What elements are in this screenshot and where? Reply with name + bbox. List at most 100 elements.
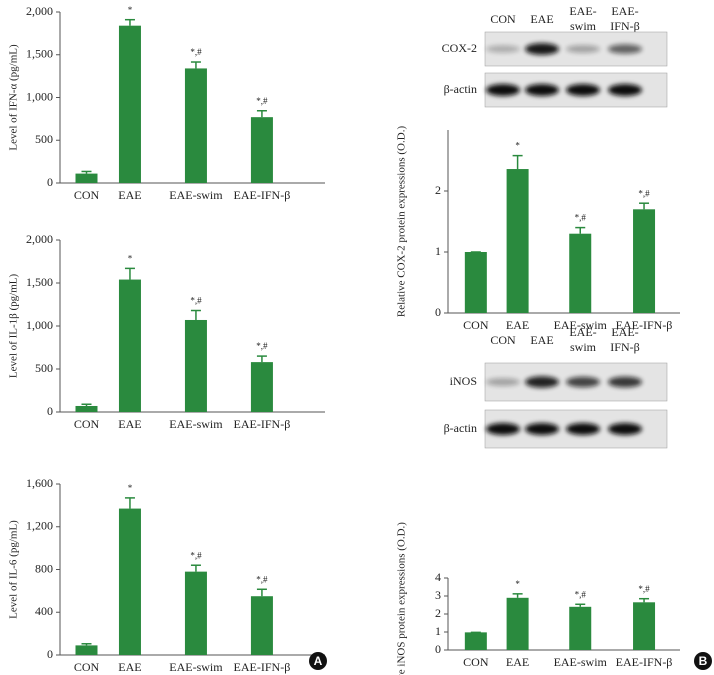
bar [250,596,273,655]
significance: * [515,141,520,151]
bar [569,233,592,313]
blot-band [608,376,642,388]
significance: *,# [190,550,202,560]
blot-band [525,376,559,388]
blot-band [608,423,642,435]
x-tick-label: EAE-IFN-β [234,417,291,431]
y-tick-label: 1,600 [26,476,53,490]
y-tick-label: 0 [47,404,53,418]
x-tick-label: EAE-IFN-β [616,318,673,332]
blot-lane-label: CON [490,12,516,26]
bar [464,632,487,650]
blot-row-label: COX-2 [442,41,477,55]
bar [118,508,141,655]
y-tick-label: 1 [435,624,441,638]
bar [633,602,656,650]
y-tick-label: 2,000 [26,232,53,246]
blot-band [566,423,600,435]
blot-row-label: iNOS [450,374,477,388]
bar [506,597,529,650]
y-axis-label: Level of IFN-α (pg/mL) [8,44,20,151]
significance: *,# [256,96,268,106]
significance: *,# [256,341,268,351]
y-axis-label: Level of IL-6 (pg/mL) [8,520,20,619]
y-tick-label: 1,000 [26,318,53,332]
bar [75,645,98,655]
blot-band [525,423,559,435]
significance: *,# [190,296,202,306]
blot-band [608,44,642,54]
blot-band [486,84,520,96]
significance: *,# [256,574,268,584]
blot-lane-label: IFN-β [610,19,639,33]
blot-band [525,84,559,96]
blot-lane-label: EAE- [611,4,638,18]
blot-lane-label: EAE- [611,325,638,339]
x-tick-label: CON [74,188,100,202]
x-tick-label: CON [74,417,100,431]
x-tick-label: CON [463,318,489,332]
blot-lane-label: swim [570,340,597,354]
x-tick-label: EAE [118,188,141,202]
blot-row-label: β-actin [444,421,477,435]
bar [75,405,98,412]
significance: * [515,579,520,589]
y-axis-label: Level of IL-1β (pg/mL) [8,274,20,379]
blot-band [486,378,520,386]
bar [75,173,98,183]
blot-lane-label: swim [570,19,597,33]
bar [569,606,592,650]
blot-band [525,43,559,55]
bar [506,169,529,313]
significance: * [128,5,133,15]
y-tick-label: 2,000 [26,4,53,18]
blot-band [566,376,600,388]
panel-letter: A [314,654,323,668]
x-tick-label: EAE [506,318,529,332]
y-tick-label: 1,500 [26,275,53,289]
panel-badge [694,652,712,670]
bar [184,68,207,183]
panel-letter: B [699,654,708,668]
significance: *,# [638,584,650,594]
x-tick-label: EAE-swim [169,188,223,202]
y-axis-label: Relative iNOS protein expressions (O.D.) [396,522,408,675]
significance: * [128,483,133,493]
significance: *,# [575,213,587,223]
bar [250,117,273,183]
blot-lane-label: EAE- [569,4,596,18]
y-tick-label: 2 [435,606,441,620]
x-tick-label: EAE-swim [554,318,608,332]
y-tick-label: 1,500 [26,47,53,61]
y-tick-label: 0 [47,175,53,189]
y-tick-label: 1,200 [26,519,53,533]
x-tick-label: EAE [118,660,141,674]
blot-lane-label: IFN-β [610,340,639,354]
bar [633,209,656,313]
blot-lane-label: EAE [530,12,553,26]
blot-band [566,84,600,96]
panel-badge [309,652,327,670]
significance: * [128,253,133,263]
y-tick-label: 1,000 [26,89,53,103]
x-tick-label: EAE [118,417,141,431]
blot-band [486,45,520,53]
bar [118,25,141,184]
y-axis-label: Relative COX-2 protein expressions (O.D.… [396,126,408,318]
y-tick-label: 0 [435,305,441,319]
x-tick-label: EAE-swim [169,660,223,674]
blot-lane-label: EAE- [569,325,596,339]
x-tick-label: EAE-swim [169,417,223,431]
x-tick-label: CON [463,655,489,669]
y-tick-label: 400 [35,604,53,618]
bar [118,279,141,412]
bar [464,252,487,313]
bar [250,362,273,412]
blot-band [486,423,520,435]
significance: *,# [575,589,587,599]
x-tick-label: EAE-IFN-β [616,655,673,669]
x-tick-label: EAE-IFN-β [234,188,291,202]
y-tick-label: 4 [435,570,441,584]
blot-lane-label: CON [490,333,516,347]
